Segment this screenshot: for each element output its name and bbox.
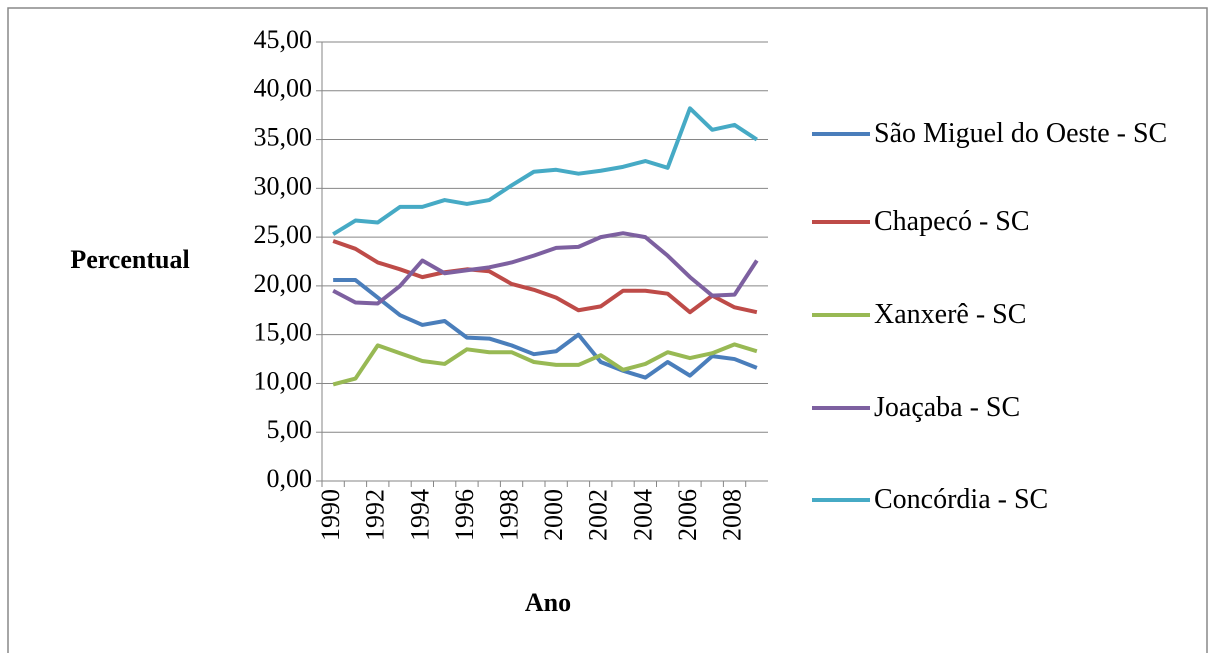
- y-tick-label: 20,00: [254, 269, 313, 298]
- series-line: [332, 239, 758, 315]
- x-tick-label: 2006: [673, 489, 702, 541]
- y-tick-label: 5,00: [267, 415, 313, 444]
- x-tick-label: 2002: [584, 489, 613, 541]
- x-tick-label: 1994: [405, 489, 434, 541]
- y-tick-label: 40,00: [254, 74, 313, 103]
- series-line: [332, 231, 759, 306]
- legend-label: São Miguel do Oeste - SC: [874, 118, 1168, 149]
- y-tick-label: 30,00: [254, 171, 313, 200]
- y-axis-title: Percentual: [70, 245, 189, 274]
- y-tick-label: 15,00: [254, 318, 313, 347]
- x-tick-label: 2004: [628, 489, 657, 541]
- legend-label: Chapecó - SC: [874, 206, 1030, 237]
- legend-label: Joaçaba - SC: [874, 392, 1021, 423]
- x-tick-label: 1990: [316, 489, 345, 541]
- series-line: [332, 106, 758, 236]
- x-tick-label: 1992: [361, 489, 390, 541]
- series-line: [333, 278, 758, 380]
- series-line: [332, 342, 758, 387]
- y-tick-label: 10,00: [254, 366, 313, 395]
- y-tick-label: 0,00: [267, 464, 313, 493]
- chart-frame: [7, 7, 1208, 653]
- y-tick-label: 45,00: [254, 25, 313, 54]
- legend-label: Xanxerê - SC: [874, 299, 1027, 330]
- x-tick-label: 2000: [539, 489, 568, 541]
- x-axis-title: Ano: [525, 588, 571, 617]
- y-tick-label: 35,00: [254, 123, 313, 152]
- x-tick-label: 2008: [718, 489, 747, 541]
- legend-label: Concórdia - SC: [874, 484, 1049, 515]
- x-tick-label: 1998: [495, 489, 524, 541]
- y-tick-label: 25,00: [254, 220, 313, 249]
- x-tick-label: 1996: [450, 489, 479, 541]
